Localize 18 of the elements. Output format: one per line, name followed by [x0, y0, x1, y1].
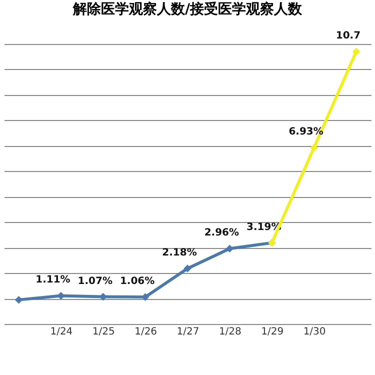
data-label: 2.18% — [162, 248, 197, 259]
x-tick-label: 1/24 — [50, 326, 73, 338]
point — [310, 144, 318, 152]
data-label: 1.11% — [36, 274, 70, 286]
point — [226, 244, 234, 253]
point — [352, 48, 360, 56]
x-tick-label: 1/28 — [218, 326, 242, 338]
chart-title: 解除医学观察人数/接受医学观察人数 — [72, 0, 304, 18]
data-label: 1.07% — [78, 276, 112, 287]
data-label: 2.96% — [204, 228, 240, 239]
data-label: 1.06% — [120, 276, 155, 288]
x-tick-label: 1/25 — [92, 326, 115, 338]
x-tick-label: 1/27 — [176, 326, 200, 338]
data-label: 10.7 — [336, 30, 361, 42]
x-tick-label: 1/29 — [261, 326, 284, 338]
x-tick-label: 1/26 — [134, 326, 158, 338]
x-tick-label: 1/30 — [303, 326, 326, 338]
point — [184, 264, 192, 272]
